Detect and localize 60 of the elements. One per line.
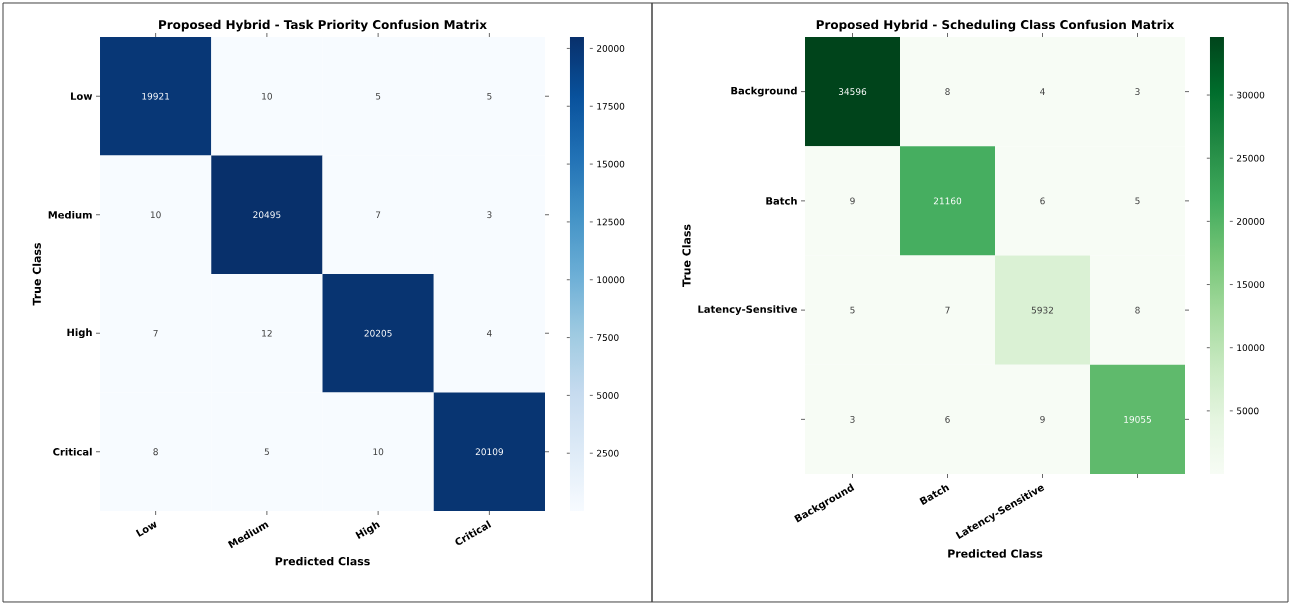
color-bar-label: 15000 xyxy=(1237,281,1265,288)
y-axis-title: True Class xyxy=(32,243,41,306)
y-tick-label: High xyxy=(67,328,92,339)
color-bar-label: 30000 xyxy=(1237,91,1265,99)
y-tick-label: Critical xyxy=(53,447,92,456)
data-label: 10 xyxy=(150,211,161,219)
data-label: 5 xyxy=(1135,197,1140,205)
data-label: 21160 xyxy=(933,197,962,205)
data-label: 3 xyxy=(487,211,492,219)
x-tick-label: Low xyxy=(135,521,157,537)
data-label: 12 xyxy=(262,329,272,337)
y-tick-label: Low xyxy=(71,92,93,100)
color-bar-label: 20000 xyxy=(1236,217,1265,225)
data-label: 8 xyxy=(153,448,158,456)
y-tick-label: Latency-Sensitive xyxy=(698,305,798,315)
data-label: 20495 xyxy=(253,211,281,219)
data-label: 5 xyxy=(375,92,381,100)
data-label: 9 xyxy=(1040,415,1045,423)
data-label: 10 xyxy=(262,92,272,100)
color-bar-label: 25000 xyxy=(1236,154,1265,162)
chart-title: Proposed Hybrid - Scheduling Class Confusion Matrix xyxy=(816,19,1175,32)
data-label: 19921 xyxy=(142,92,170,100)
x-axis-title: Predicted Class xyxy=(948,549,1043,558)
color-bar-label: 10000 xyxy=(597,276,625,284)
data-label: 5 xyxy=(487,92,492,100)
x-axis-title: Predicted Class xyxy=(275,556,370,566)
data-label: 7 xyxy=(376,211,381,219)
y-tick-label: Medium xyxy=(48,210,92,219)
data-label: 8 xyxy=(1135,306,1140,314)
y-axis-title: True Class xyxy=(682,224,691,287)
data-label: 20109 xyxy=(475,448,504,456)
y-tick-label: Background xyxy=(731,86,797,97)
data-label: 3 xyxy=(1135,88,1140,96)
color-bar-label: 15000 xyxy=(597,160,625,168)
data-label: 5 xyxy=(850,306,855,314)
chart-title: Proposed Hybrid - Task Priority Confusion Matrix xyxy=(159,19,487,32)
data-label: 9 xyxy=(850,197,855,205)
color-bar-label: 17500 xyxy=(597,102,625,110)
color-bar-label: 10000 xyxy=(1237,344,1265,352)
color-bar-label: 5000 xyxy=(1237,407,1259,415)
data-label: 7 xyxy=(945,306,950,314)
data-label: 19055 xyxy=(1124,415,1151,423)
data-label: 6 xyxy=(1040,197,1045,205)
color-bar-label: 20000 xyxy=(596,45,625,52)
y-tick-label: Batch xyxy=(766,197,797,205)
data-label: 4 xyxy=(486,329,492,337)
data-label: 5932 xyxy=(1031,306,1054,314)
data-label: 20205 xyxy=(364,329,392,337)
data-label: 7 xyxy=(153,329,158,337)
data-label: 34596 xyxy=(838,88,867,96)
data-label: 10 xyxy=(373,448,384,456)
color-bar-label: 5000 xyxy=(597,392,619,399)
color-bar-label: 2500 xyxy=(596,449,619,457)
data-label: 4 xyxy=(1040,88,1045,95)
data-label: 3 xyxy=(850,415,855,423)
data-label: 5 xyxy=(264,448,269,456)
color-bar-label: 12500 xyxy=(597,218,625,226)
color-bar-label: 7500 xyxy=(597,334,619,341)
data-label: 8 xyxy=(945,88,950,96)
data-label: 6 xyxy=(945,415,950,423)
